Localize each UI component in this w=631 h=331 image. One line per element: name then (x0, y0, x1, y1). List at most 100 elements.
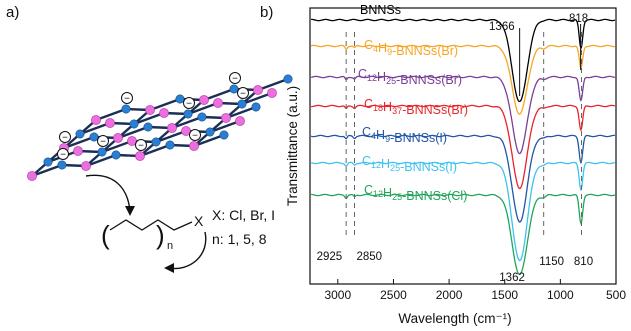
x-tick-label: 2000 (436, 288, 463, 302)
ftir-chart: BNNSs C4H9-BNNSs(Br) C12H25-BNNSs(Br) C18H3… (285, 3, 626, 326)
boron-atom (113, 133, 123, 143)
nitrogen-atom (57, 160, 67, 170)
nitrogen-atom (129, 119, 139, 129)
spectrum-line (310, 75, 616, 155)
svg-text:−: − (62, 133, 68, 144)
bn-bond (171, 115, 203, 130)
svg-text:−: − (100, 137, 106, 148)
spectrum-line (311, 193, 616, 276)
peak-annotations: 1366 818 2925 2850 1150 810 1362 (317, 13, 594, 284)
bn-bond (79, 121, 111, 136)
nitrogen-atom (197, 112, 207, 122)
series-label: C12H25-BNNSs(I) (362, 154, 457, 174)
spectra-group (310, 18, 616, 276)
dashed-markers (345, 24, 583, 236)
boron-atom (235, 116, 245, 126)
nitrogen-atom (237, 99, 247, 109)
nitrogen-atom (97, 147, 107, 157)
leaving-arrow (167, 231, 207, 270)
negative-charge-icon: − (97, 135, 109, 148)
chain-n-subscript: n (167, 240, 173, 252)
svg-text:−: − (240, 89, 246, 100)
chain-length-legend: n: 1, 5, 8 (212, 231, 267, 247)
bn-bond (85, 153, 117, 168)
negative-charge-icon: − (135, 139, 147, 152)
bn-bond (209, 119, 241, 134)
boron-atom (159, 108, 169, 118)
spectrum-line (311, 18, 616, 103)
boron-atom (167, 123, 177, 133)
attack-arrow-1 (85, 174, 131, 213)
negative-charge-icon: − (59, 131, 71, 144)
alkyl-chain-line (109, 219, 193, 231)
spectrum-line (310, 161, 616, 262)
leaving-arrow-head (164, 263, 174, 273)
peak-annotation: 1362 (499, 272, 525, 284)
nitrogen-atom (111, 150, 121, 160)
nitrogen-atom (143, 122, 153, 132)
bn-bond (31, 163, 63, 178)
bn-bond (63, 135, 95, 150)
boron-atom (91, 115, 101, 125)
nitrogen-atom (89, 132, 99, 142)
bn-bond (193, 133, 225, 148)
nitrogen-atom (251, 102, 261, 112)
alkyl-halide-structure: ( ) n X (85, 174, 207, 273)
bn-bond (241, 91, 273, 106)
boron-atom (221, 113, 231, 123)
nitrogen-atom (75, 129, 85, 139)
negative-charge-icon: − (183, 97, 195, 110)
peak-annotation: 810 (574, 256, 593, 268)
series-labels: BNNSs C4H9-BNNSs(Br) C12H25-BNNSs(Br) C18H3… (358, 3, 468, 203)
series-label: C12H25-BNNSs(Cl) (364, 183, 467, 203)
boron-atom (73, 146, 83, 156)
plot-frame (309, 7, 617, 285)
x-tick-label: 2500 (380, 288, 407, 302)
peak-annotation: 2850 (357, 251, 383, 263)
svg-text:−: − (138, 141, 144, 152)
bn-bond (117, 125, 149, 140)
nitrogen-atom (205, 127, 215, 137)
nitrogen-atom (165, 140, 175, 150)
peak-annotation: 1366 (489, 21, 515, 33)
negative-charge-icon: − (57, 148, 69, 161)
y-axis-title: Transmittance (a.u.) (285, 86, 300, 206)
boron-atom (135, 151, 145, 161)
series-label: C4H9-BNNSs(I) (362, 125, 447, 145)
boron-atom (81, 161, 91, 171)
bn-bond (101, 139, 133, 154)
x-tick-label: 1000 (547, 288, 574, 302)
negative-charge-icon: − (229, 72, 241, 85)
series-label: C12H25-BNNSs(Br) (358, 67, 462, 87)
peak-annotation: 2925 (317, 251, 343, 263)
svg-text:−: − (232, 74, 238, 85)
negative-charge-icon: − (121, 92, 133, 105)
nitrogen-atom (229, 84, 239, 94)
nitrogen-atom (121, 104, 131, 114)
attack-arrow-1-head (125, 206, 135, 216)
boron-atom (145, 105, 155, 115)
svg-text:−: − (192, 131, 198, 142)
x-tick-label: 3000 (324, 288, 351, 302)
bn-bond (203, 87, 235, 102)
chain-bracket-left: ( (101, 220, 110, 250)
boron-atom (213, 98, 223, 108)
boron-atom (105, 118, 115, 128)
nitrogen-atom (283, 74, 293, 84)
bn-bond (139, 143, 171, 158)
boron-atom (189, 141, 199, 151)
bn-bond (187, 101, 219, 116)
boron-atom (199, 95, 209, 105)
halide-legend: X: Cl, Br, I (212, 207, 275, 223)
bn-bond (155, 129, 187, 144)
series-label: C4H9-BNNSs(Br) (364, 38, 458, 58)
bn-bond (95, 107, 127, 122)
spectrum-line (310, 44, 615, 115)
panel-a-label: a) (6, 4, 19, 21)
x-tick-label: 500 (606, 288, 626, 302)
peak-annotation: 818 (569, 13, 588, 25)
bn-bond (133, 111, 165, 126)
spectrum-line (311, 104, 616, 190)
svg-text:−: − (124, 94, 130, 105)
